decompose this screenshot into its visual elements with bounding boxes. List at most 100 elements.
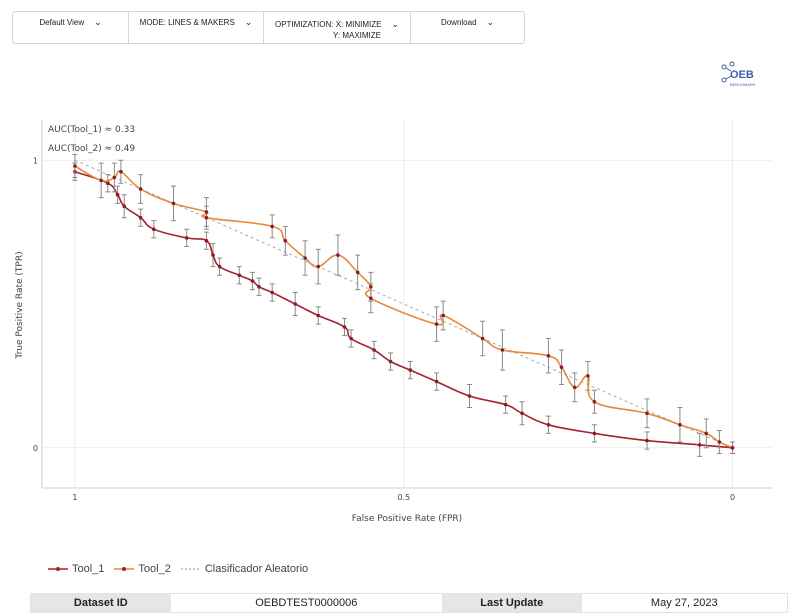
data-point-tool2[interactable] — [138, 187, 143, 191]
data-point-tool1[interactable] — [467, 394, 472, 398]
data-point-tool2[interactable] — [355, 270, 360, 275]
data-point-tool1[interactable] — [217, 264, 222, 269]
dataset-id-label: Dataset ID — [31, 594, 171, 612]
legend-swatch-tool2 — [114, 567, 135, 571]
y-tick-label: 1 — [33, 156, 38, 165]
data-point-tool1[interactable] — [115, 192, 120, 197]
y-axis-title: True Positive Rate (TPR) — [15, 251, 25, 359]
data-point-tool2[interactable] — [270, 224, 275, 229]
data-point-tool2[interactable] — [441, 313, 446, 318]
download-dropdown[interactable]: Download ⌄ — [411, 12, 524, 43]
legend-label-tool2: Tool_2 — [138, 563, 171, 575]
data-point-tool1[interactable] — [434, 379, 439, 384]
series — [72, 154, 736, 457]
default-view-dropdown[interactable]: Default View ⌄ — [13, 12, 129, 43]
data-point-tool2[interactable] — [316, 264, 321, 269]
series-line-tool1 — [74, 170, 733, 449]
data-point-tool1[interactable] — [106, 181, 110, 185]
data-point-tool1[interactable] — [122, 204, 126, 208]
data-point-tool2[interactable] — [717, 440, 722, 444]
legend-label-tool1: Tool_1 — [72, 563, 105, 575]
data-point-tool1[interactable] — [592, 431, 597, 436]
data-point-tool1[interactable] — [250, 279, 255, 283]
data-point-tool1[interactable] — [211, 253, 215, 257]
x-tick-label: 1 — [72, 493, 77, 502]
auc-tool2-annotation: AUC(Tool_2) ≈ 0.49 — [48, 144, 135, 154]
oeb-logo-icon: OEB BENCHMARK — [721, 61, 756, 87]
optimization-y-label: Y: MAXIMIZE — [332, 31, 381, 40]
chevron-down-icon: ⌄ — [94, 17, 102, 27]
data-point-tool2[interactable] — [480, 336, 485, 341]
x-tick-label: 0.5 — [397, 493, 410, 502]
optimization-label: OPTIMIZATION: X: MINIMIZE — [274, 20, 382, 29]
data-point-tool2[interactable] — [119, 169, 123, 174]
data-point-tool2[interactable] — [283, 238, 288, 243]
grid — [42, 120, 772, 488]
legend-item-tool2[interactable]: Tool_2 — [114, 563, 171, 575]
data-point-tool2[interactable] — [336, 253, 340, 257]
data-point-tool1[interactable] — [697, 443, 702, 447]
data-point-tool1[interactable] — [293, 302, 298, 306]
data-point-tool2[interactable] — [546, 354, 551, 358]
data-point-tool1[interactable] — [138, 215, 143, 220]
data-point-tool2[interactable] — [204, 215, 209, 220]
data-point-tool1[interactable] — [184, 236, 189, 240]
dataset-id-value: OEBDTEST0000006 — [170, 594, 442, 612]
data-point-tool2[interactable] — [303, 256, 307, 260]
data-point-tool1[interactable] — [520, 411, 524, 416]
logo-text: OEB — [730, 69, 754, 81]
data-point-tool2[interactable] — [500, 348, 505, 352]
data-point-tool1[interactable] — [270, 290, 275, 295]
data-point-tool2[interactable] — [645, 411, 649, 416]
data-point-tool2[interactable] — [704, 431, 708, 436]
mode-label: MODE: LINES & MAKERS — [139, 18, 235, 27]
data-point-tool2[interactable] — [572, 385, 577, 390]
legend-swatch-tool1 — [48, 567, 68, 571]
download-label: Download — [440, 18, 477, 27]
legend-item-random[interactable]: Clasificador Aleatorio — [180, 563, 308, 575]
data-point-tool1[interactable] — [408, 368, 413, 372]
oeb-logo[interactable]: OEB BENCHMARK — [720, 61, 762, 89]
x-tick-label: 0 — [730, 493, 735, 502]
chevron-down-icon: ⌄ — [244, 17, 253, 27]
data-point-tool2[interactable] — [730, 446, 735, 450]
data-point-tool2[interactable] — [369, 285, 373, 289]
data-point-tool1[interactable] — [372, 348, 376, 352]
data-point-tool1[interactable] — [503, 402, 508, 407]
data-point-tool2[interactable] — [112, 175, 117, 180]
data-point-tool1[interactable] — [204, 238, 209, 243]
data-point-tool1[interactable] — [645, 438, 649, 443]
data-point-tool2[interactable] — [204, 210, 209, 214]
data-point-tool2[interactable] — [586, 374, 590, 378]
data-point-tool1[interactable] — [237, 273, 242, 278]
mode-dropdown[interactable]: MODE: LINES & MAKERS ⌄ — [129, 12, 264, 43]
default-view-label: Default View — [39, 18, 85, 27]
data-point-tool2[interactable] — [434, 322, 439, 326]
data-point-tool2[interactable] — [678, 423, 682, 427]
data-point-tool2[interactable] — [369, 296, 373, 301]
tick-labels: 1 0.5 0 0 1 — [33, 156, 735, 502]
data-point-tool1[interactable] — [342, 325, 347, 329]
data-point-tool1[interactable] — [152, 227, 156, 231]
data-point-tool1[interactable] — [257, 285, 261, 289]
optimization-dropdown[interactable]: OPTIMIZATION: X: MINIMIZE ⌄ Y: MAXIMIZE — [264, 12, 411, 43]
logo-subtext: BENCHMARK — [730, 82, 756, 87]
legend-item-tool1[interactable]: Tool_1 — [48, 563, 104, 575]
data-point-tool1[interactable] — [388, 359, 393, 364]
data-point-tool2[interactable] — [171, 201, 176, 206]
last-update-label: Last Update — [441, 594, 582, 612]
data-point-tool1[interactable] — [546, 423, 551, 427]
data-point-tool2[interactable] — [559, 365, 564, 370]
chevron-down-icon: ⌄ — [486, 17, 495, 27]
auc-tool1-annotation: AUC(Tool_1) ≈ 0.33 — [48, 125, 135, 135]
chevron-down-icon: ⌄ — [391, 19, 400, 29]
legend-swatch-random — [180, 568, 201, 570]
data-point-tool2[interactable] — [73, 164, 77, 168]
data-point-tool1[interactable] — [349, 336, 353, 341]
y-tick-label: 0 — [33, 444, 38, 453]
data-point-tool2[interactable] — [99, 178, 103, 183]
data-point-tool1[interactable] — [316, 313, 321, 318]
data-point-tool2[interactable] — [592, 400, 597, 404]
roc-chart[interactable]: 1 0.5 0 0 1 AUC(Tool_1) ≈ 0.33 AUC(Tool_2) ≈… — [0, 0, 812, 560]
last-update-value: May 27, 2023 — [581, 594, 787, 612]
